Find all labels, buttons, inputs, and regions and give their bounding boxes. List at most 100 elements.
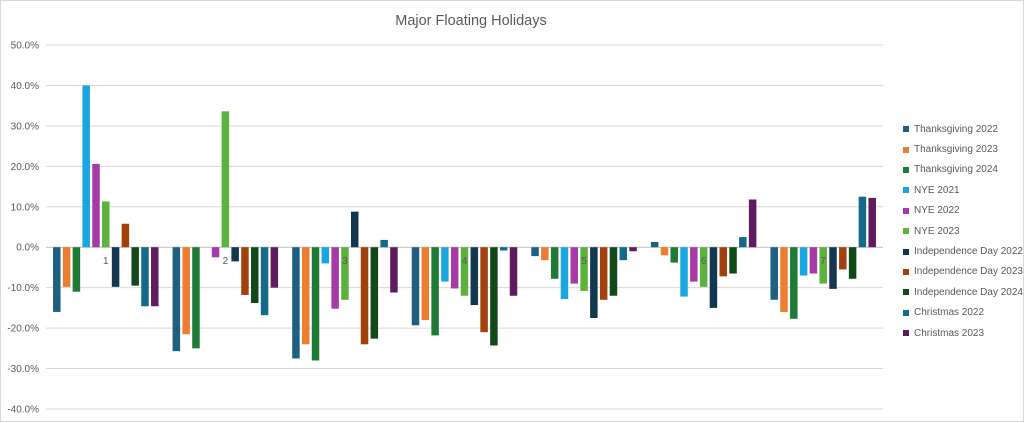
- y-tick-label: 20.0%: [11, 162, 39, 173]
- legend-label: NYE 2022: [914, 205, 960, 216]
- legend-label: Christmas 2023: [914, 328, 984, 339]
- legend-swatch: [903, 167, 909, 173]
- bar: [541, 247, 549, 260]
- legend-label: Independence Day 2022: [914, 246, 1023, 257]
- bar: [73, 247, 81, 291]
- y-tick-label: 30.0%: [11, 121, 39, 132]
- bar: [271, 247, 279, 287]
- legend-swatch: [903, 289, 909, 295]
- legend-swatch: [903, 187, 909, 193]
- chart-title: Major Floating Holidays: [395, 13, 547, 29]
- bar: [480, 247, 488, 332]
- legend-label: Christmas 2022: [914, 307, 984, 318]
- x-tick-label: 4: [462, 256, 468, 267]
- y-tick-label: -10.0%: [7, 283, 39, 294]
- bar: [122, 224, 130, 247]
- bar: [92, 164, 100, 247]
- bar: [441, 247, 449, 281]
- bar: [868, 198, 876, 247]
- bar: [461, 247, 469, 296]
- bar: [451, 247, 459, 288]
- bar: [102, 202, 110, 248]
- y-tick-label: 50.0%: [11, 41, 39, 52]
- bar: [53, 247, 61, 312]
- bar: [729, 247, 737, 273]
- legend-item: NYE 2021: [903, 180, 1023, 200]
- bar: [112, 247, 120, 287]
- bar: [780, 247, 788, 312]
- bar: [371, 247, 379, 338]
- bar: [849, 247, 857, 279]
- legend-swatch: [903, 208, 909, 214]
- legend-item: Thanksgiving 2023: [903, 139, 1023, 159]
- bar: [431, 247, 439, 335]
- bar: [800, 247, 808, 275]
- bar: [82, 85, 90, 247]
- y-tick-label: -40.0%: [7, 405, 39, 416]
- bar: [571, 247, 579, 283]
- bar: [490, 247, 498, 345]
- bar: [670, 247, 678, 262]
- legend-label: Independence Day 2023: [914, 266, 1023, 277]
- bar: [192, 247, 200, 348]
- bar: [390, 247, 398, 292]
- bar: [710, 247, 718, 308]
- legend-item: Independence Day 2022: [903, 241, 1023, 261]
- bar: [312, 247, 320, 360]
- bar: [810, 247, 818, 273]
- legend-item: Independence Day 2023: [903, 262, 1023, 282]
- bar: [222, 111, 230, 247]
- bar: [412, 247, 420, 325]
- bar: [500, 247, 508, 250]
- bar: [251, 247, 259, 303]
- legend-item: Thanksgiving 2022: [903, 119, 1023, 139]
- bar: [173, 247, 181, 351]
- legend-swatch: [903, 330, 909, 336]
- legend-label: NYE 2021: [914, 185, 960, 196]
- legend-swatch: [903, 126, 909, 132]
- y-tick-label: 0.0%: [16, 243, 39, 254]
- y-tick-label: 40.0%: [11, 81, 39, 92]
- bar: [829, 247, 837, 289]
- bar: [620, 247, 628, 260]
- bar: [790, 247, 798, 319]
- legend-swatch: [903, 228, 909, 234]
- legend-label: Thanksgiving 2024: [914, 164, 998, 175]
- legend-swatch: [903, 269, 909, 275]
- bar: [361, 247, 369, 344]
- x-tick-label: 3: [342, 256, 348, 267]
- legend-label: NYE 2023: [914, 226, 960, 237]
- legend-swatch: [903, 147, 909, 153]
- x-tick-label: 7: [820, 256, 826, 267]
- bar: [590, 247, 598, 318]
- legend-swatch: [903, 310, 909, 316]
- bar: [302, 247, 310, 344]
- bars: [53, 85, 876, 360]
- bar: [292, 247, 300, 358]
- legend-item: Christmas 2023: [903, 323, 1023, 343]
- bar: [241, 247, 249, 295]
- bar: [580, 247, 588, 291]
- bar: [63, 247, 70, 287]
- bar: [261, 247, 269, 315]
- x-tick-label: 6: [701, 256, 707, 267]
- bar: [141, 247, 149, 306]
- legend-swatch: [903, 249, 909, 255]
- legend-item: Independence Day 2024: [903, 282, 1023, 302]
- bar: [839, 247, 847, 269]
- bar: [531, 247, 539, 256]
- gridlines: [46, 45, 883, 409]
- bar: [551, 247, 559, 279]
- bar: [680, 247, 688, 296]
- bar: [212, 247, 220, 257]
- bar: [661, 247, 669, 255]
- bar: [859, 197, 867, 248]
- bar: [322, 247, 330, 263]
- y-tick-label: -20.0%: [7, 324, 39, 335]
- legend-item: NYE 2022: [903, 201, 1023, 221]
- bar: [770, 247, 778, 300]
